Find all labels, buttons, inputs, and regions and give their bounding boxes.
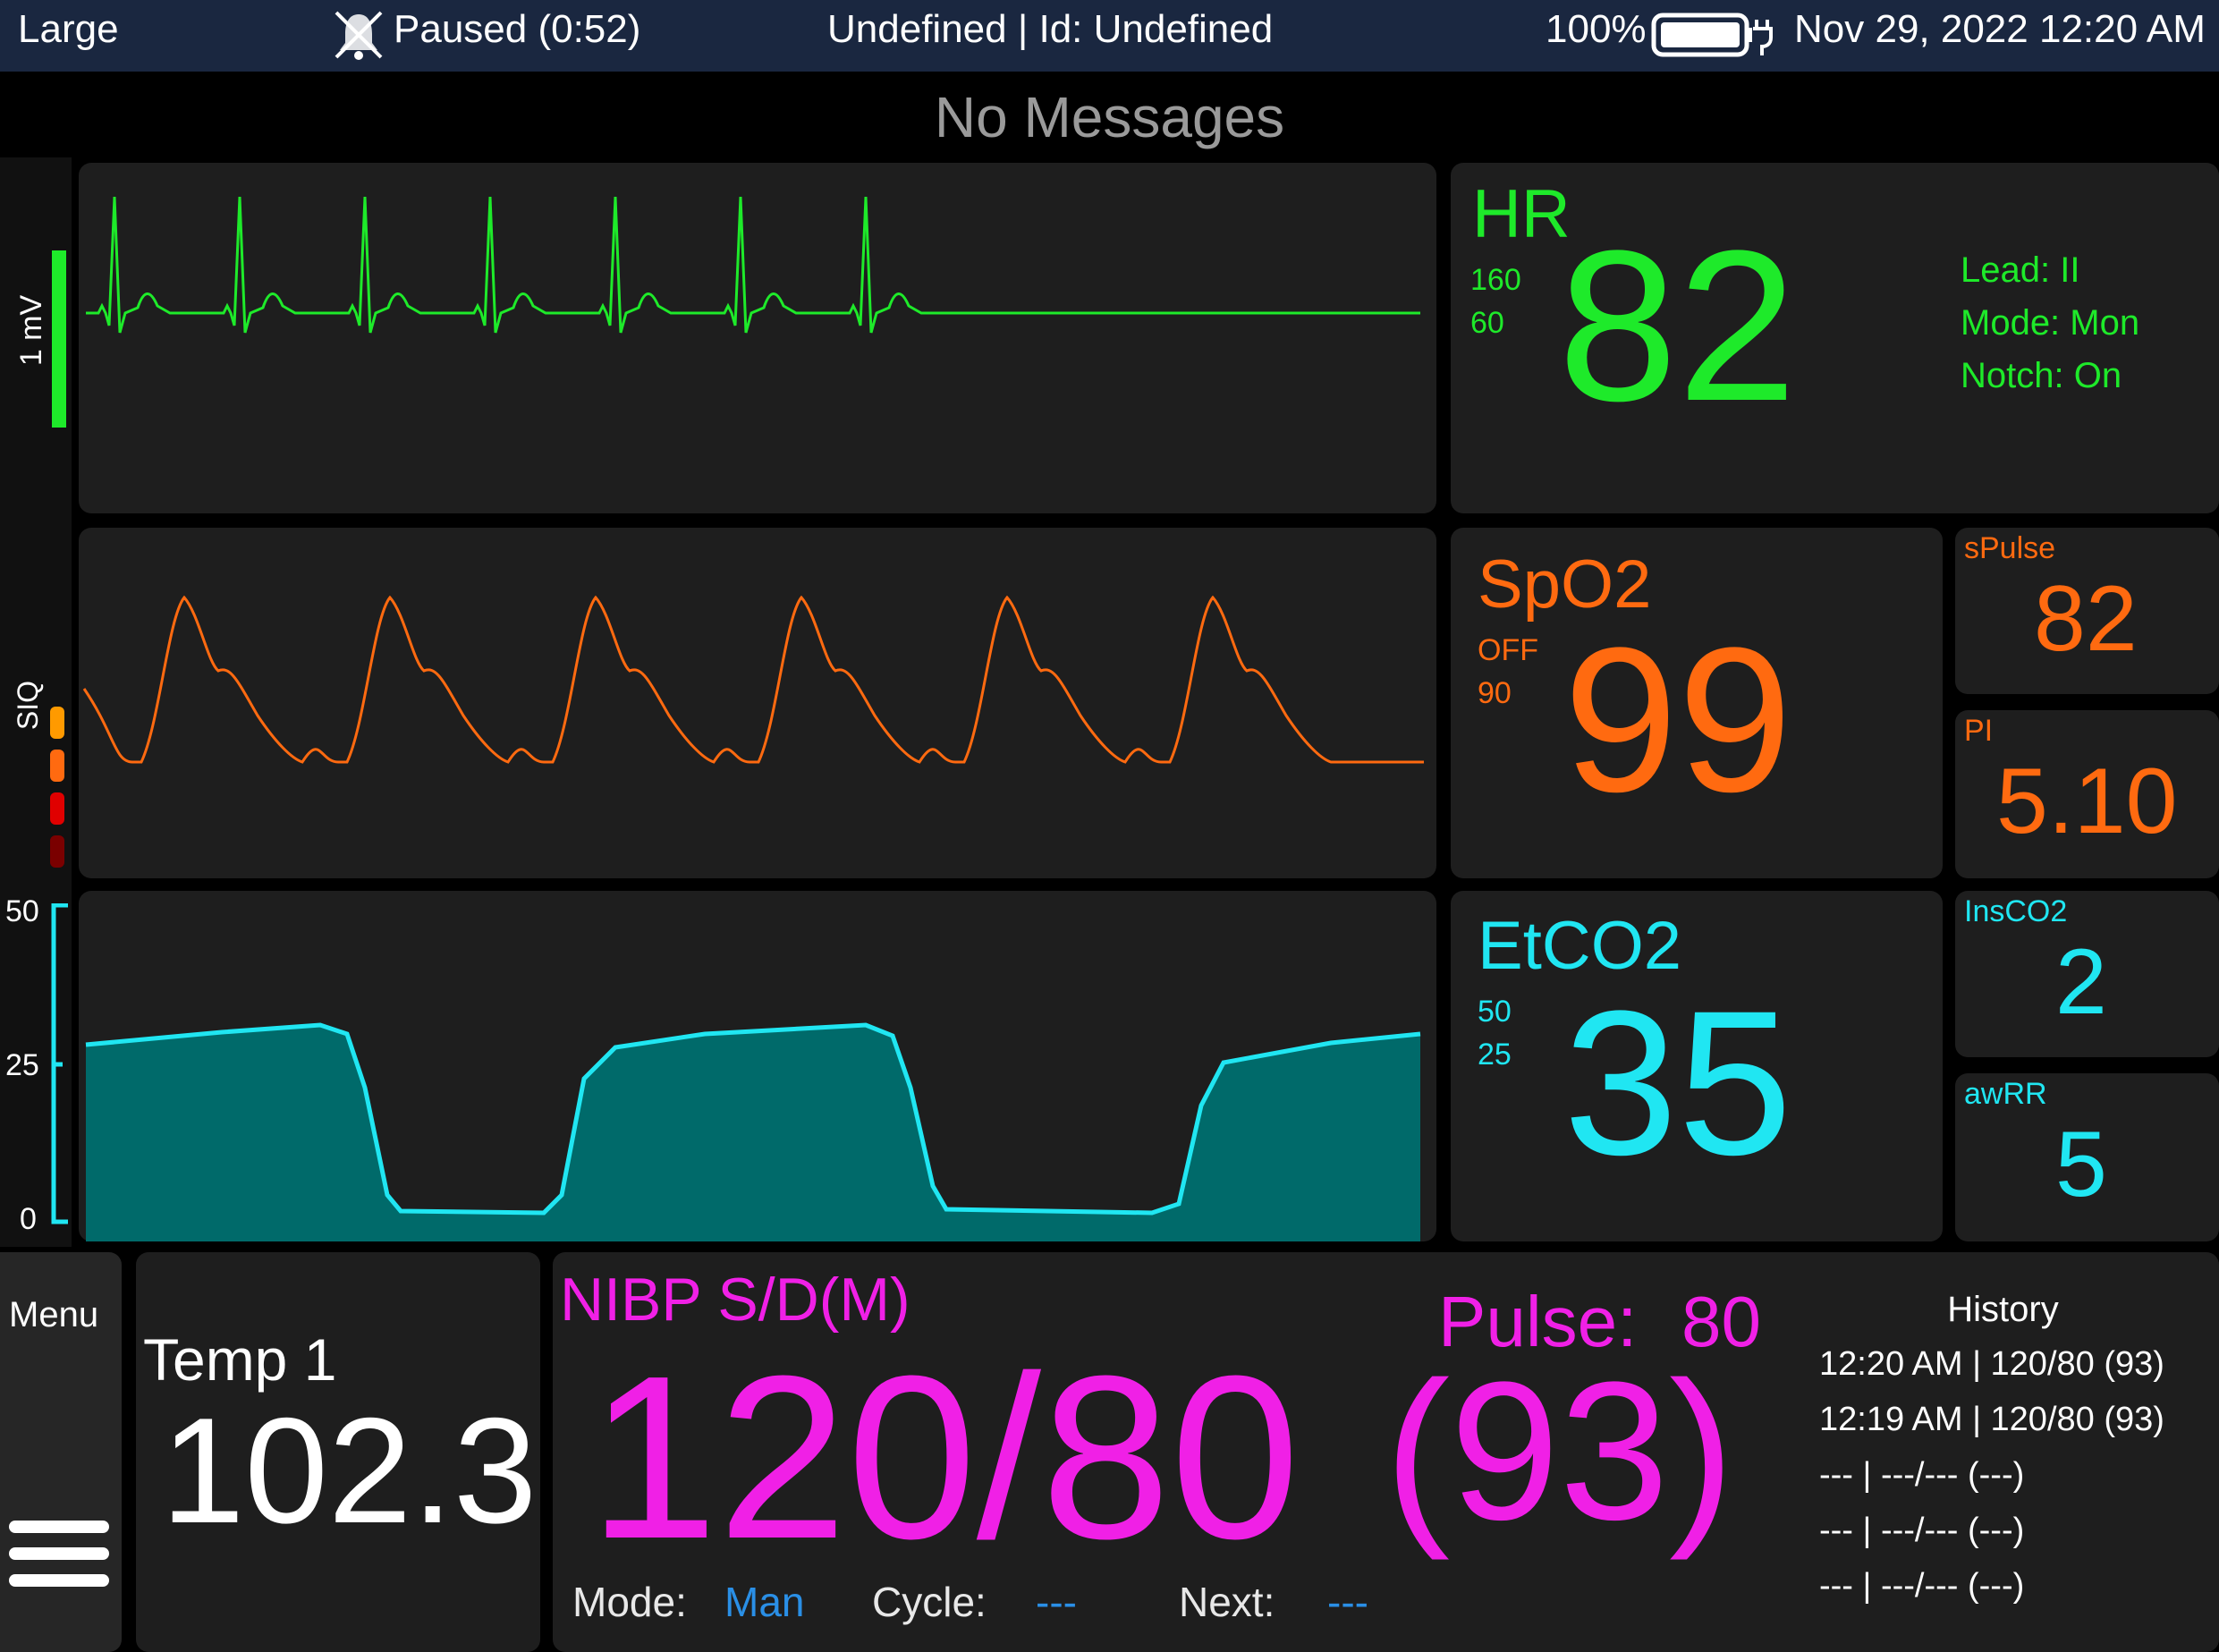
temp-parameter-panel[interactable]: Temp 1 102.3 xyxy=(136,1252,540,1652)
pause-status: Paused (0:52) xyxy=(394,7,641,51)
ecg-scale-label: 1 mV xyxy=(14,294,49,367)
alarm-paused-icon[interactable] xyxy=(329,5,388,69)
spulse-value: 82 xyxy=(2034,567,2138,671)
nibp-mode-label: Mode: xyxy=(572,1579,687,1625)
pi-label: PI xyxy=(1964,714,1994,748)
siq-label: SIQ xyxy=(12,680,45,731)
nibp-sys-dia-value: 120/80 xyxy=(589,1328,1300,1588)
hr-label: HR xyxy=(1472,176,1571,252)
nibp-next-label: Next: xyxy=(1179,1579,1275,1625)
temp-value: 102.3 xyxy=(161,1386,538,1555)
etco2-label: EtCO2 xyxy=(1478,908,1682,984)
history-entry: --- | ---/--- (---) xyxy=(1819,1512,2025,1549)
spo2-label: SpO2 xyxy=(1478,546,1652,623)
display-size-label[interactable]: Large xyxy=(18,7,119,51)
spulse-panel[interactable]: sPulse 82 xyxy=(1955,528,2219,694)
pleth-waveform xyxy=(82,595,1424,764)
battery-icon xyxy=(1651,11,1776,64)
awrr-value: 5 xyxy=(2055,1113,2107,1216)
siq-segment xyxy=(50,792,64,825)
co2-scale-mid: 25 xyxy=(5,1048,39,1082)
pi-panel[interactable]: PI 5.10 xyxy=(1955,710,2219,878)
history-entry: --- | ---/--- (---) xyxy=(1819,1567,2025,1605)
nibp-pulse-label: Pulse: xyxy=(1438,1282,1638,1361)
nibp-pulse-value: 80 xyxy=(1681,1282,1761,1361)
battery-percent: 100% xyxy=(1546,7,1647,51)
capnography-waveform-panel[interactable] xyxy=(79,891,1436,1241)
spo2-limit-high: OFF xyxy=(1478,633,1538,667)
hr-parameter-panel[interactable]: HR 160 60 82 Lead: II Mode: Mon Notch: O… xyxy=(1451,163,2219,513)
insco2-panel[interactable]: InsCO2 2 xyxy=(1955,891,2219,1057)
nibp-cycle-label: Cycle: xyxy=(872,1579,987,1625)
ecg-waveform xyxy=(86,196,1420,334)
co2-scale-max: 50 xyxy=(5,894,39,928)
hr-mode: Mode: Mon xyxy=(1961,303,2140,343)
menu-label: Menu xyxy=(9,1295,99,1334)
awrr-panel[interactable]: awRR 5 xyxy=(1955,1073,2219,1241)
ecg-waveform-panel[interactable] xyxy=(79,163,1436,513)
temp-label: Temp 1 xyxy=(143,1326,337,1393)
nibp-history[interactable]: History 12:20 AM | 120/80 (93) 12:19 AM … xyxy=(1787,1252,2219,1652)
hr-limit-high: 160 xyxy=(1470,263,1521,297)
etco2-limit-high: 50 xyxy=(1478,995,1512,1029)
etco2-value: 35 xyxy=(1563,968,1792,1198)
hr-value: 82 xyxy=(1558,206,1797,445)
message-bar: No Messages xyxy=(0,75,2219,157)
co2-scale-bracket xyxy=(51,903,68,1224)
pi-value: 5.10 xyxy=(1996,750,2178,853)
etco2-limit-low: 25 xyxy=(1478,1038,1512,1072)
capnography-waveform xyxy=(85,1022,1421,1241)
insco2-value: 2 xyxy=(2055,930,2107,1034)
spo2-limit-low: 90 xyxy=(1478,676,1512,710)
hamburger-icon xyxy=(9,1521,109,1587)
history-title: History xyxy=(1947,1290,2059,1329)
pleth-waveform-panel[interactable] xyxy=(79,528,1436,878)
spo2-parameter-panel[interactable]: SpO2 OFF 90 99 xyxy=(1451,528,1943,878)
nibp-label: NIBP S/D(M) xyxy=(560,1266,910,1334)
nibp-cycle-value[interactable]: --- xyxy=(1036,1579,1077,1625)
nibp-next-value: --- xyxy=(1327,1579,1368,1625)
date-time: Nov 29, 2022 12:20 AM xyxy=(1794,7,2206,51)
siq-segment xyxy=(50,707,64,739)
patient-id[interactable]: Undefined | Id: Undefined xyxy=(827,7,1274,51)
etco2-parameter-panel[interactable]: EtCO2 50 25 35 xyxy=(1451,891,1943,1241)
history-entry: 12:20 AM | 120/80 (93) xyxy=(1819,1345,2164,1383)
nibp-mean-value: (93) xyxy=(1385,1341,1735,1561)
nibp-mode-value[interactable]: Man xyxy=(724,1579,805,1625)
hr-notch: Notch: On xyxy=(1961,356,2122,395)
spulse-label: sPulse xyxy=(1964,531,2056,565)
hr-lead: Lead: II xyxy=(1961,250,2080,290)
menu-button[interactable]: Menu xyxy=(0,1252,122,1652)
hr-limit-low: 60 xyxy=(1470,306,1504,340)
siq-segment xyxy=(50,835,64,868)
ecg-scale-bar xyxy=(52,250,66,428)
history-entry: --- | ---/--- (---) xyxy=(1819,1456,2025,1494)
nibp-parameter-panel[interactable]: NIBP S/D(M) Pulse: 80 120/80 (93) Mode: … xyxy=(553,1252,2219,1652)
history-entry: 12:19 AM | 120/80 (93) xyxy=(1819,1401,2164,1438)
co2-scale-min: 0 xyxy=(20,1202,37,1236)
message-text: No Messages xyxy=(934,85,1285,149)
siq-segment xyxy=(50,750,64,782)
insco2-label: InsCO2 xyxy=(1964,894,2068,928)
spo2-value: 99 xyxy=(1563,605,1792,834)
awrr-label: awRR xyxy=(1964,1077,2047,1111)
status-bar: Large Paused (0:52) Undefined | Id: Unde… xyxy=(0,0,2219,72)
